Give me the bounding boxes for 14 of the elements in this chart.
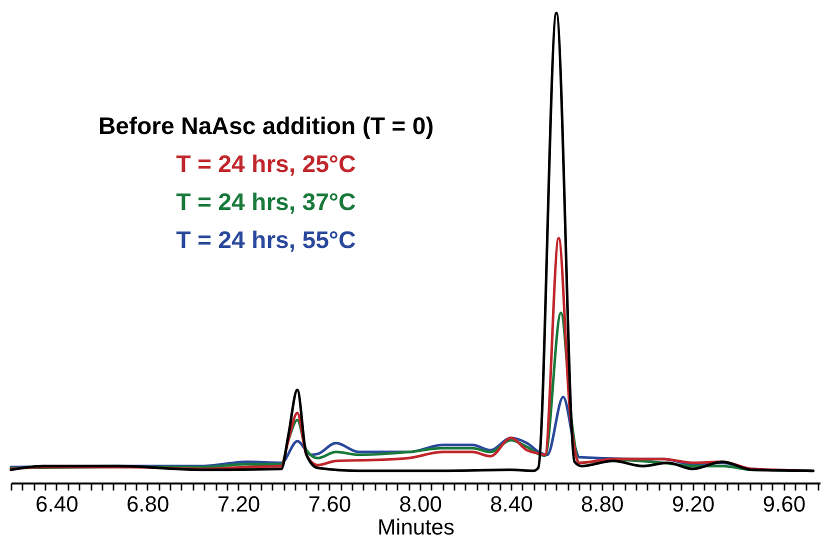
x-tick-label: 8.00	[399, 492, 442, 516]
x-tick-label: 9.20	[672, 492, 715, 516]
x-tick-label: 6.40	[36, 492, 78, 516]
x-tick-label: 7.20	[217, 492, 260, 516]
text: Before NaAsc addition (T = 0)	[98, 113, 434, 140]
x-tick-label: 7.60	[308, 492, 352, 516]
x-tick-label: 8.80	[580, 492, 624, 516]
x-tick-label: 9.60	[762, 492, 806, 516]
x-tick-label: 8.40	[490, 492, 533, 516]
x-axis-title: Minutes	[377, 514, 455, 540]
text: T = 24 hrs, 55°C	[176, 227, 356, 254]
text: T = 24 hrs, 37°C	[176, 189, 356, 216]
text: T = 24 hrs, 25°C	[176, 151, 356, 178]
x-tick-label: 6.80	[126, 492, 170, 516]
